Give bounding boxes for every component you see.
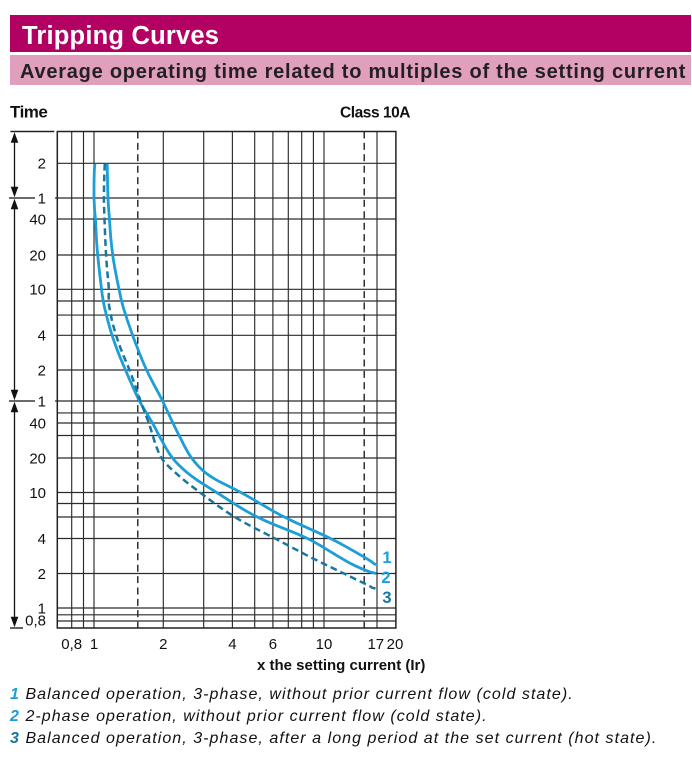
svg-text:40: 40 bbox=[29, 415, 46, 432]
svg-text:0,8: 0,8 bbox=[61, 636, 82, 653]
svg-text:1: 1 bbox=[38, 190, 46, 207]
svg-text:x the setting current (Ir): x the setting current (Ir) bbox=[257, 657, 425, 674]
svg-text:10: 10 bbox=[316, 636, 333, 653]
svg-text:4: 4 bbox=[38, 328, 46, 345]
svg-text:10: 10 bbox=[29, 282, 46, 299]
svg-text:10: 10 bbox=[29, 485, 46, 502]
svg-text:3: 3 bbox=[382, 589, 391, 607]
svg-text:Time: Time bbox=[10, 103, 47, 122]
svg-text:20: 20 bbox=[29, 450, 46, 467]
svg-text:20: 20 bbox=[29, 247, 46, 264]
svg-text:4: 4 bbox=[38, 531, 46, 548]
svg-text:17: 17 bbox=[367, 636, 384, 653]
svg-text:1: 1 bbox=[38, 600, 46, 617]
svg-text:20: 20 bbox=[387, 636, 404, 653]
svg-text:2: 2 bbox=[38, 362, 46, 379]
svg-text:1: 1 bbox=[90, 636, 98, 653]
svg-text:40: 40 bbox=[29, 211, 46, 228]
svg-text:2: 2 bbox=[38, 156, 46, 173]
svg-text:0,8: 0,8 bbox=[25, 612, 46, 629]
svg-text:6: 6 bbox=[269, 636, 277, 653]
svg-text:2: 2 bbox=[381, 569, 390, 587]
svg-text:1: 1 bbox=[382, 549, 391, 567]
svg-text:2: 2 bbox=[159, 636, 167, 653]
svg-text:2: 2 bbox=[38, 566, 46, 583]
svg-text:Class 10A: Class 10A bbox=[340, 105, 410, 122]
svg-text:1: 1 bbox=[38, 393, 46, 410]
svg-text:4: 4 bbox=[228, 636, 236, 653]
